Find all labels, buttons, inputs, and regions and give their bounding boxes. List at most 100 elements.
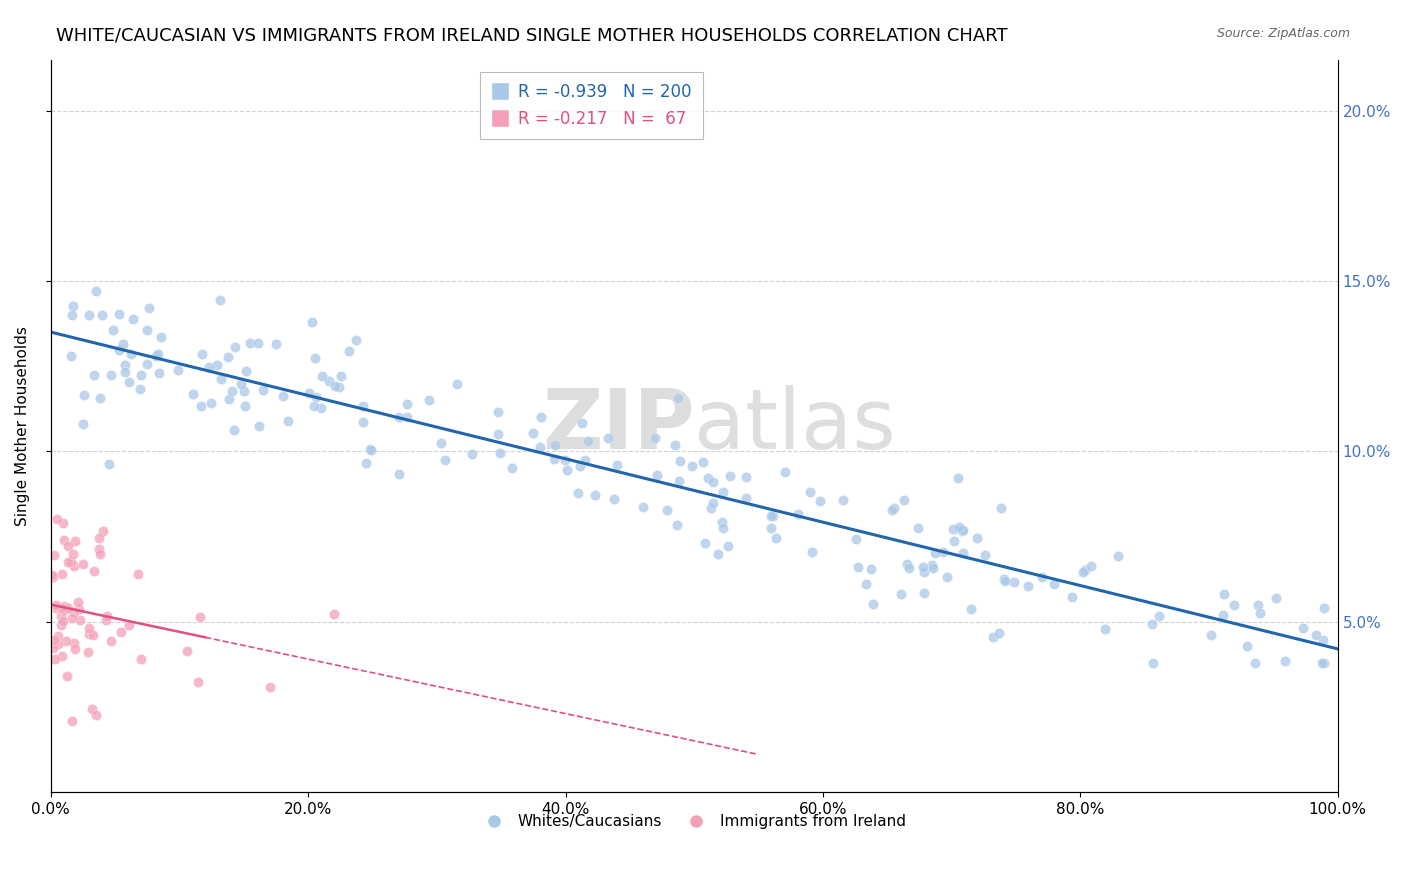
Point <box>717 540 740 554</box>
Point <box>302 399 325 413</box>
Point <box>693 535 716 549</box>
Point <box>56 668 79 682</box>
Point <box>318 374 340 388</box>
Point <box>1073 565 1095 579</box>
Point <box>988 626 1011 640</box>
Point <box>846 559 869 574</box>
Point <box>896 557 918 571</box>
Point <box>952 524 974 538</box>
Point <box>52 516 75 530</box>
Point <box>72 417 94 431</box>
Point <box>669 454 692 468</box>
Point <box>114 365 136 379</box>
Point <box>433 452 456 467</box>
Point <box>974 548 997 562</box>
Point <box>304 390 326 404</box>
Point <box>176 644 198 658</box>
Point <box>63 533 86 548</box>
Point <box>46 512 69 526</box>
Text: ZIP: ZIP <box>541 385 695 467</box>
Point <box>49 618 72 632</box>
Point <box>567 486 589 500</box>
Point <box>110 624 132 639</box>
Point <box>51 566 73 581</box>
Point <box>100 634 122 648</box>
Point <box>1313 656 1336 670</box>
Point <box>1074 562 1097 576</box>
Point <box>59 556 82 570</box>
Point <box>569 459 592 474</box>
Point <box>1199 627 1222 641</box>
Point <box>932 545 955 559</box>
Point <box>700 501 723 516</box>
Point <box>1246 598 1268 612</box>
Point <box>198 360 221 375</box>
Point <box>942 533 965 548</box>
Point <box>681 459 703 474</box>
Point <box>859 562 882 576</box>
Point <box>907 521 929 535</box>
Point <box>831 492 853 507</box>
Point <box>301 315 323 329</box>
Point <box>845 532 868 546</box>
Point <box>114 358 136 372</box>
Point <box>1265 591 1288 605</box>
Point <box>77 308 100 322</box>
Point <box>59 349 82 363</box>
Point <box>966 531 988 545</box>
Point <box>501 460 523 475</box>
Point <box>84 284 107 298</box>
Point <box>329 369 352 384</box>
Point <box>862 598 884 612</box>
Point <box>69 613 91 627</box>
Point <box>190 399 212 413</box>
Point <box>42 570 65 584</box>
Point <box>56 539 79 553</box>
Point <box>576 434 599 449</box>
Point <box>91 524 114 538</box>
Point <box>959 601 981 615</box>
Point <box>77 621 100 635</box>
Point <box>1002 574 1025 589</box>
Point <box>486 405 509 419</box>
Point <box>63 605 86 619</box>
Point <box>702 475 724 489</box>
Point <box>1031 569 1053 583</box>
Point <box>51 648 73 663</box>
Point <box>664 438 686 452</box>
Point <box>1080 559 1102 574</box>
Point <box>53 533 76 547</box>
Point <box>990 501 1012 516</box>
Point <box>62 299 84 313</box>
Point <box>208 293 231 307</box>
Point <box>247 418 270 433</box>
Point <box>734 470 756 484</box>
Point <box>53 603 76 617</box>
Point <box>82 702 104 716</box>
Point <box>145 349 167 363</box>
Point <box>1249 606 1271 620</box>
Point <box>543 451 565 466</box>
Point <box>911 559 934 574</box>
Point <box>83 565 105 579</box>
Point <box>855 577 877 591</box>
Text: WHITE/CAUCASIAN VS IMMIGRANTS FROM IRELAND SINGLE MOTHER HOUSEHOLDS CORRELATION : WHITE/CAUCASIAN VS IMMIGRANTS FROM IRELA… <box>56 27 1008 45</box>
Point <box>912 586 935 600</box>
Point <box>298 385 321 400</box>
Point <box>710 515 733 529</box>
Point <box>883 501 905 516</box>
Point <box>136 323 159 337</box>
Point <box>235 364 257 378</box>
Point <box>52 614 75 628</box>
Point <box>574 453 596 467</box>
Point <box>224 340 246 354</box>
Point <box>388 410 411 425</box>
Point <box>799 484 821 499</box>
Point <box>666 391 689 405</box>
Point <box>205 358 228 372</box>
Point <box>948 520 970 534</box>
Point <box>51 608 73 623</box>
Point <box>1043 577 1066 591</box>
Point <box>167 363 190 377</box>
Point <box>44 652 66 666</box>
